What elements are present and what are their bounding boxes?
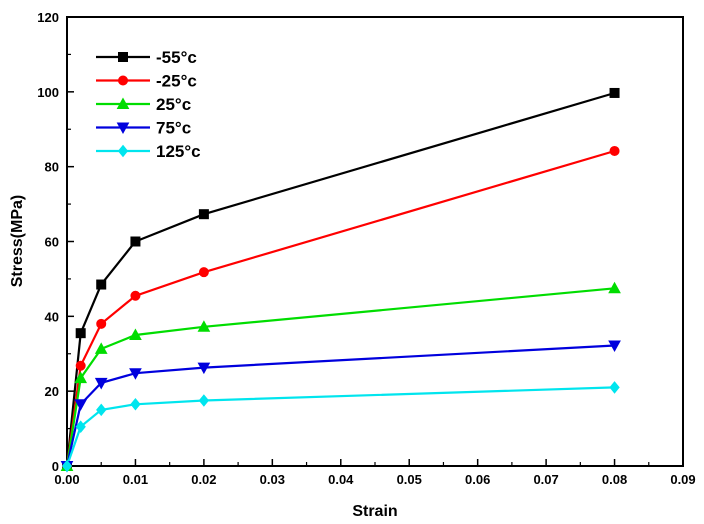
data-point-0-4 <box>198 209 209 220</box>
y-tick-label: 0 <box>52 459 59 474</box>
data-point-2-1 <box>74 371 88 384</box>
data-point-0-2 <box>96 279 107 290</box>
data-point-0-1 <box>75 328 86 339</box>
data-point-2-2 <box>94 342 108 354</box>
x-tick-label: 0.07 <box>533 472 558 487</box>
x-tick-label: 0.06 <box>465 472 490 487</box>
series-line-0 <box>65 91 615 467</box>
data-point-4-0 <box>61 459 73 473</box>
legend-marker-4 <box>117 144 129 158</box>
legend-label-3: 75°c <box>156 119 191 138</box>
legend-label-4: 125°c <box>156 142 201 161</box>
y-axis-title: Stress(MPa) <box>9 195 26 287</box>
legend-label-1: -25°c <box>156 72 197 91</box>
data-point-1-3 <box>130 290 141 301</box>
x-tick-label: 0.05 <box>397 472 422 487</box>
legend-marker-0 <box>118 52 128 62</box>
y-tick-label: 80 <box>45 160 59 175</box>
x-tick-label: 0.09 <box>670 472 695 487</box>
data-point-3-1 <box>74 399 88 411</box>
x-tick-label: 0.02 <box>191 472 216 487</box>
data-point-1-2 <box>96 318 107 329</box>
x-axis-title: Strain <box>352 503 397 520</box>
data-point-2-4 <box>197 320 211 332</box>
legend-marker-1 <box>118 75 128 86</box>
y-tick-label: 60 <box>45 235 59 250</box>
data-point-4-4 <box>198 394 210 407</box>
data-point-4-5 <box>609 381 620 394</box>
x-tick-label: 0.04 <box>328 472 354 487</box>
data-point-1-5 <box>609 145 620 156</box>
data-point-1-4 <box>198 267 209 278</box>
data-point-3-3 <box>129 368 142 380</box>
series-line-4 <box>65 386 615 467</box>
series-markers <box>60 87 621 473</box>
data-point-4-2 <box>96 403 107 417</box>
x-tick-label: 0.01 <box>123 472 148 487</box>
x-tick-label: 0.08 <box>602 472 627 487</box>
y-axis-ticks: 0 20 40 60 80 100 120 <box>37 10 74 474</box>
data-point-1-1 <box>75 360 86 371</box>
series-lines <box>65 91 615 467</box>
y-tick-label: 120 <box>37 10 59 25</box>
y-tick-label: 100 <box>37 85 59 100</box>
x-tick-label: 0.00 <box>54 472 79 487</box>
data-point-2-3 <box>129 328 142 341</box>
legend-label-2: 25°c <box>156 95 191 114</box>
data-point-3-4 <box>197 362 211 375</box>
legend-label-0: -55°c <box>156 48 197 67</box>
y-tick-label: 40 <box>45 309 59 324</box>
data-point-0-5 <box>609 87 620 98</box>
x-tick-label: 0.03 <box>260 472 285 487</box>
data-point-3-2 <box>94 377 108 390</box>
data-point-0-3 <box>130 236 141 247</box>
legend-marker-3 <box>116 122 130 135</box>
data-point-4-1 <box>75 420 86 434</box>
legend: -55°c -25°c 25°c 75°c 125°c <box>96 48 201 161</box>
y-tick-label: 20 <box>45 384 59 399</box>
x-axis-ticks: 0.00 0.01 0.02 0.03 0.04 0.05 0.06 0.07 0.08 0.09 <box>54 459 696 487</box>
data-point-2-5 <box>608 281 621 294</box>
data-point-3-5 <box>608 340 621 353</box>
data-point-4-3 <box>130 397 141 411</box>
series-line-2 <box>65 287 615 467</box>
series-line-1 <box>65 149 615 467</box>
legend-marker-2 <box>116 97 130 109</box>
series-line-3 <box>65 344 615 467</box>
